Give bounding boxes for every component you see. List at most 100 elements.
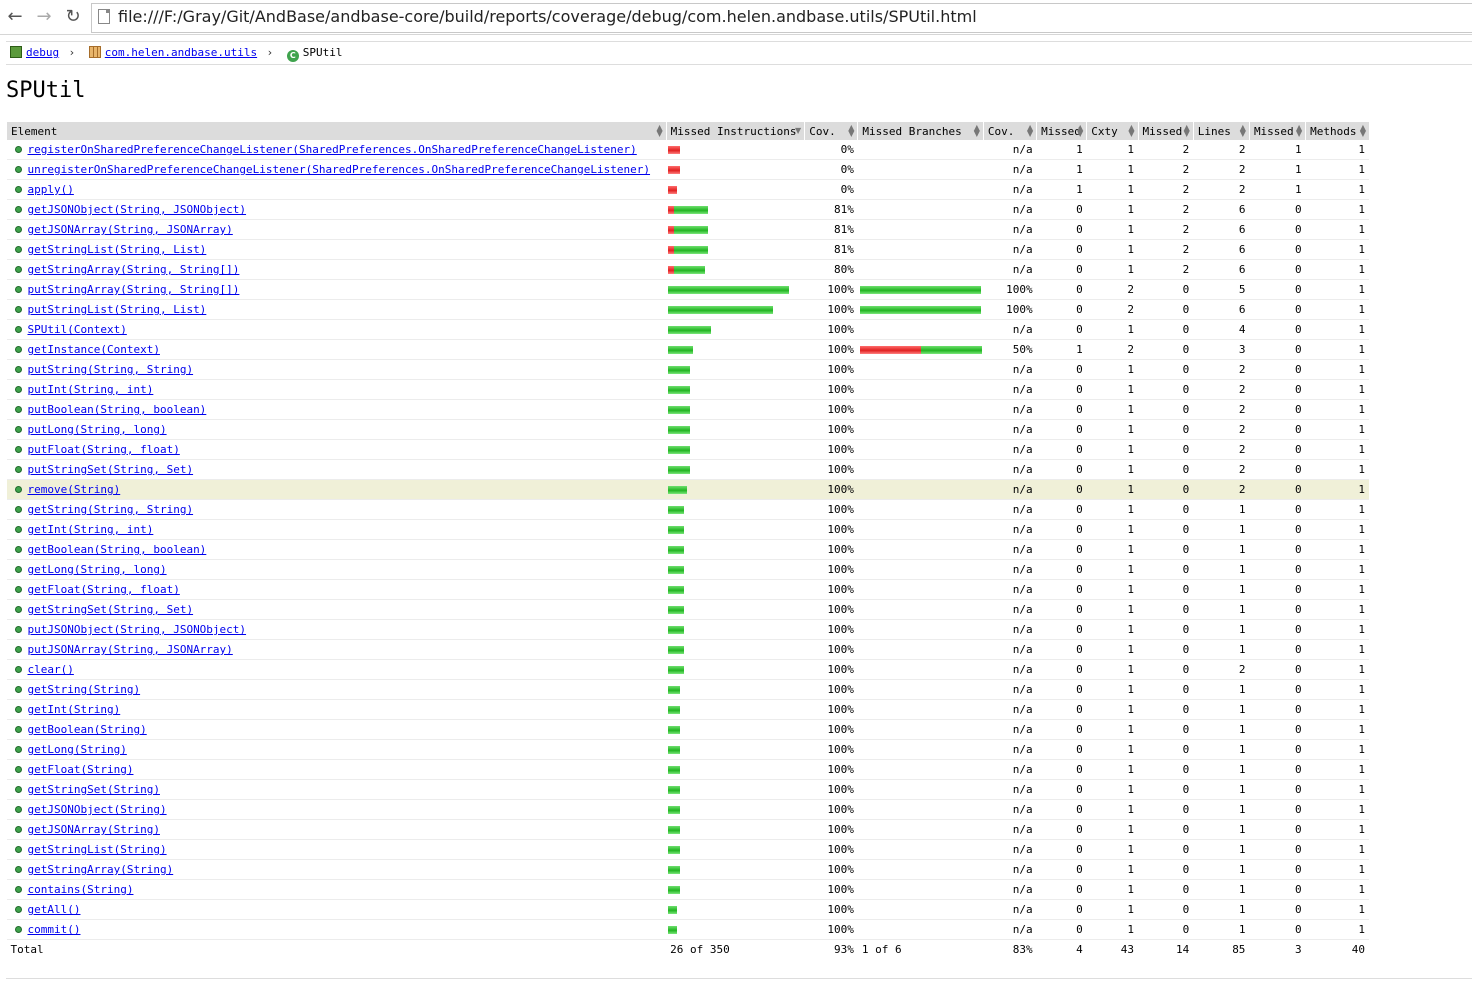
method-link[interactable]: getStringArray(String, String[]) (27, 263, 240, 276)
method-link[interactable]: getInt(String) (27, 703, 121, 716)
branches-bar-cell (857, 559, 984, 580)
method-link[interactable]: getFloat(String, float) (27, 583, 180, 596)
method-link[interactable]: getJSONArray(String) (27, 823, 160, 836)
col-missed-branches[interactable]: Missed Branches ▲ ▼ (857, 122, 984, 140)
branch-cov: 50% (983, 339, 1037, 360)
method-link[interactable]: registerOnSharedPreferenceChangeListener… (27, 143, 637, 156)
instructions-bar (668, 465, 803, 474)
method-link[interactable]: putStringSet(String, Set) (27, 463, 194, 476)
address-bar[interactable]: file:///F:/Gray/Git/AndBase/andbase-core… (91, 3, 1472, 33)
col-missed-instructions[interactable]: Missed Instructions ▼ (665, 122, 805, 140)
method-link[interactable]: commit() (27, 923, 81, 936)
method-link[interactable]: putFloat(String, float) (27, 443, 180, 456)
instructions-bar-cell (666, 619, 805, 640)
missed-lines: 0 (1138, 359, 1194, 380)
covered-bar (668, 345, 694, 354)
method-link[interactable]: getBoolean(String) (27, 723, 147, 736)
missed-lines: 0 (1138, 799, 1194, 820)
branches-bar (860, 726, 982, 734)
method-link[interactable]: putJSONObject(String, JSONObject) (27, 623, 247, 636)
cxty: 1 (1086, 619, 1138, 640)
table-row: getInt(String) 100% n/a 0 1 0 1 0 1 (6, 699, 1369, 720)
method-link[interactable]: getStringSet(String) (27, 783, 160, 796)
method-link[interactable]: getStringList(String, List) (27, 243, 207, 256)
cxty: 1 (1086, 499, 1138, 520)
method-link[interactable]: getInt(String, int) (27, 523, 154, 536)
method-link[interactable]: getStringArray(String) (27, 863, 174, 876)
method-link[interactable]: unregisterOnSharedPreferenceChangeListen… (27, 163, 651, 176)
method-link[interactable]: putLong(String, long) (27, 423, 167, 436)
back-arrow-icon[interactable]: ← (7, 6, 23, 27)
col-lines[interactable]: Lines ▲ ▼ (1192, 122, 1250, 140)
method-link[interactable]: SPUtil(Context) (27, 323, 127, 336)
method-link[interactable]: getInstance(Context) (27, 343, 160, 356)
method-link[interactable]: putStringArray(String, String[]) (27, 283, 240, 296)
method-link[interactable]: getAll() (27, 903, 81, 916)
method-link[interactable]: getString(String) (27, 683, 141, 696)
branch-cov: n/a (983, 419, 1037, 440)
method-link[interactable]: putInt(String, int) (27, 383, 154, 396)
reload-icon[interactable]: ↻ (65, 6, 81, 27)
forward-arrow-icon[interactable]: → (36, 6, 52, 27)
col-cxty[interactable]: Cxty ▲ ▼ (1086, 122, 1138, 140)
missed-cxty: 0 (1036, 499, 1087, 520)
missed-cxty: 0 (1036, 639, 1087, 660)
branch-cov: n/a (983, 599, 1037, 620)
table-row: clear() 100% n/a 0 1 0 2 0 1 (6, 659, 1369, 680)
url-text[interactable]: file:///F:/Gray/Git/AndBase/andbase-core… (118, 7, 977, 26)
col-methods[interactable]: Methods ▲ ▼ (1305, 122, 1369, 140)
method-link[interactable]: getLong(String, long) (27, 563, 167, 576)
col-branch-cov[interactable]: Cov. ▲ ▼ (982, 122, 1037, 140)
method-link[interactable]: getStringList(String) (27, 843, 167, 856)
method-icon (14, 206, 22, 213)
methods: 1 (1305, 499, 1369, 520)
method-link[interactable]: getJSONArray(String, JSONArray) (27, 223, 233, 236)
sort-icon: ▲ ▼ (1239, 123, 1246, 138)
instructions-bar-cell (666, 199, 805, 220)
missed-lines: 2 (1138, 159, 1194, 180)
breadcrumb-session-link[interactable]: debug (26, 46, 60, 59)
branch-cov: n/a (983, 379, 1037, 400)
total-cxty: 43 (1086, 939, 1138, 959)
method-link[interactable]: putStringList(String, List) (27, 303, 207, 316)
covered-bar (668, 805, 681, 814)
method-link[interactable]: getBoolean(String, boolean) (27, 543, 207, 556)
method-link[interactable]: getStringSet(String, Set) (27, 603, 194, 616)
method-link[interactable]: getJSONObject(String) (27, 803, 167, 816)
method-icon (14, 526, 22, 533)
method-link[interactable]: putString(String, String) (27, 363, 194, 376)
method-link[interactable]: apply() (27, 183, 74, 196)
branch-cov: n/a (983, 159, 1037, 180)
lines: 1 (1193, 699, 1250, 720)
method-link[interactable]: getJSONObject(String, JSONObject) (27, 203, 247, 216)
method-link[interactable]: clear() (27, 663, 74, 676)
col-instr-cov[interactable]: Cov. ▲ ▼ (804, 122, 858, 140)
lines: 1 (1193, 519, 1250, 540)
col-missed-methods[interactable]: Missed ▲ ▼ (1248, 122, 1306, 140)
method-link[interactable]: getLong(String) (27, 743, 127, 756)
instr-cov: 100% (804, 819, 858, 840)
lines: 1 (1193, 679, 1250, 700)
col-missed-lines[interactable]: Missed ▲ ▼ (1137, 122, 1194, 140)
methods: 1 (1305, 399, 1369, 420)
method-link[interactable]: remove(String) (27, 483, 121, 496)
col-element[interactable]: Element ▲ ▼ (6, 122, 667, 140)
element-cell: getStringArray(String) (6, 859, 667, 880)
breadcrumb-package-link[interactable]: com.helen.andbase.utils (104, 46, 258, 59)
branches-bar (860, 766, 982, 774)
cxty: 1 (1086, 919, 1138, 940)
method-link[interactable]: putBoolean(String, boolean) (27, 403, 207, 416)
method-link[interactable]: putJSONArray(String, JSONArray) (27, 643, 233, 656)
instructions-bar-cell (666, 439, 805, 460)
col-missed-cxty[interactable]: Missed ▲ ▼ (1036, 122, 1087, 140)
table-row: putJSONObject(String, JSONObject) 100% n/a… (6, 619, 1369, 640)
table-row: getLong(String) 100% n/a 0 1 0 1 0 1 (6, 739, 1369, 760)
instructions-bar-cell (666, 279, 805, 300)
method-link[interactable]: getFloat(String) (27, 763, 134, 776)
method-link[interactable]: getString(String, String) (27, 503, 194, 516)
missed-methods: 0 (1249, 539, 1306, 560)
branches-bar (860, 226, 982, 234)
element-cell: putString(String, String) (6, 359, 667, 380)
col-missed-branches-label: Missed Branches (862, 124, 962, 138)
method-link[interactable]: contains(String) (27, 883, 134, 896)
